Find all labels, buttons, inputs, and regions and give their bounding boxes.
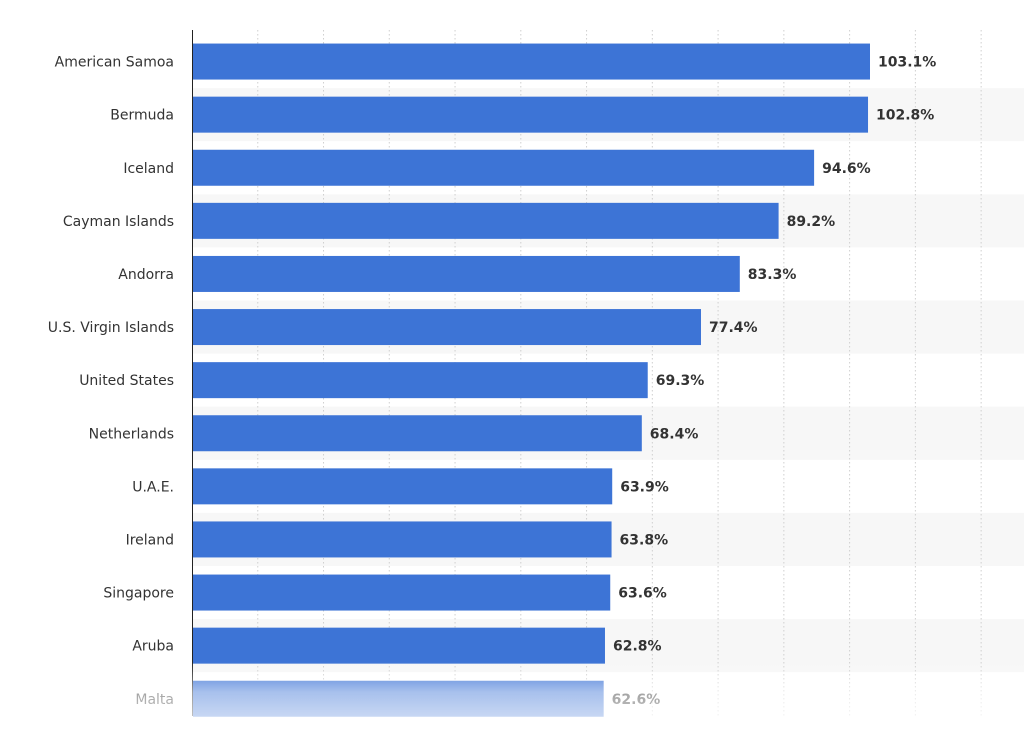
bar [193,96,869,133]
value-label: 83.3% [748,267,797,283]
category-label: Cayman Islands [63,214,174,230]
bar [193,415,642,452]
bar [193,574,611,611]
value-label: 69.3% [656,373,705,389]
bar [193,255,740,292]
category-label: Ireland [126,532,174,548]
bar [193,627,605,664]
category-label: Singapore [103,586,174,602]
value-label: 94.6% [822,161,871,177]
category-label: U.A.E. [132,479,174,495]
value-label: 62.6% [612,692,661,708]
category-label: Bermuda [110,108,174,124]
bar [193,43,870,80]
value-label: 62.8% [613,639,662,655]
bar [193,202,779,239]
value-label: 63.6% [618,586,667,602]
value-label: 77.4% [709,320,758,336]
category-label: American Samoa [55,55,174,71]
category-label: Iceland [123,161,174,177]
bar [193,521,612,558]
value-label: 63.8% [620,532,669,548]
bar [193,309,701,346]
bar [193,149,815,186]
category-label: Andorra [118,267,174,283]
value-label: 102.8% [876,108,934,124]
value-label: 89.2% [787,214,836,230]
bar [193,680,604,717]
bar [193,468,613,505]
value-label: 103.1% [878,55,936,71]
value-label: 68.4% [650,426,699,442]
category-label: United States [79,373,174,389]
category-label: U.S. Virgin Islands [48,320,174,336]
category-label: Aruba [132,639,174,655]
value-label: 63.9% [620,479,669,495]
bar [193,362,648,399]
category-label: Netherlands [89,426,174,442]
category-label: Malta [135,692,174,708]
